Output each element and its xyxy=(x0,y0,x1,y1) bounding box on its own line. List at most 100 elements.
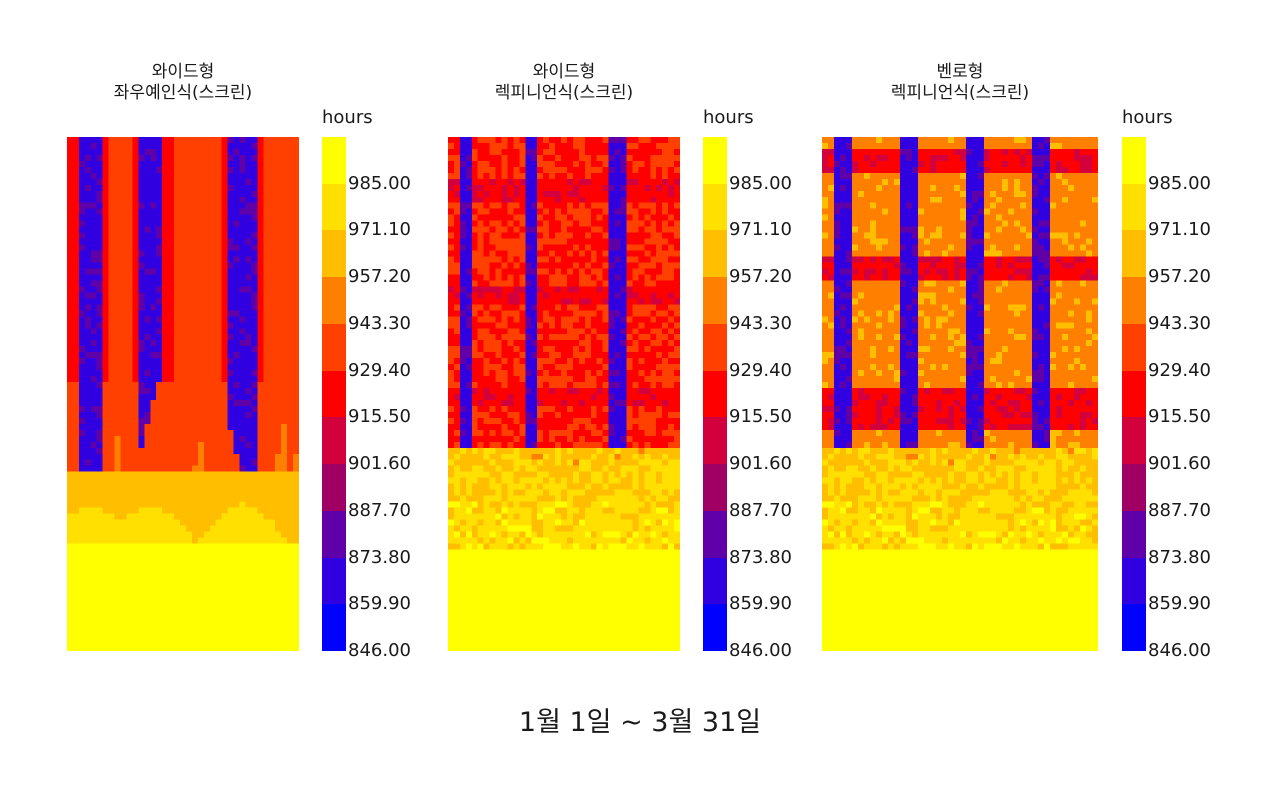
heatmap-cell xyxy=(513,304,520,311)
heatmap-cell xyxy=(203,549,211,556)
heatmap-cell xyxy=(191,537,199,545)
heatmap-cell xyxy=(209,376,217,383)
heatmap-cell xyxy=(78,340,86,347)
heatmap-cell xyxy=(668,376,675,383)
heatmap-cell xyxy=(245,184,253,192)
heatmap-cell xyxy=(233,316,241,323)
heatmap-cell xyxy=(668,268,675,276)
heatmap-cell xyxy=(114,555,122,562)
heatmap-cell xyxy=(120,519,128,527)
heatmap-cell xyxy=(566,214,574,222)
heatmap-cell xyxy=(168,280,175,288)
heatmap-cell xyxy=(144,429,151,437)
heatmap-cell xyxy=(614,310,622,317)
heatmap-cell xyxy=(251,298,258,305)
heatmap-cell xyxy=(549,370,556,377)
heatmap-cell xyxy=(471,286,479,293)
heatmap-cell xyxy=(662,148,669,156)
heatmap-cell xyxy=(233,579,241,586)
heatmap-cell xyxy=(114,334,122,341)
heatmap-cell xyxy=(448,137,455,144)
heatmap-cell xyxy=(156,214,163,222)
heatmap-cell xyxy=(168,346,175,353)
heatmap-cell xyxy=(126,627,134,634)
heatmap-cell xyxy=(120,352,128,359)
heatmap-cell xyxy=(566,220,574,228)
heatmap-cell xyxy=(477,352,485,359)
heatmap-cell xyxy=(185,579,193,586)
heatmap-cell xyxy=(96,226,104,234)
heatmap-cell xyxy=(209,609,217,616)
heatmap-cell xyxy=(96,447,104,455)
heatmap-cell xyxy=(221,322,229,329)
heatmap-cell xyxy=(209,429,217,437)
colorbar-tick-label: 873.80 xyxy=(348,546,411,568)
heatmap-cell xyxy=(477,364,485,371)
heatmap-cell xyxy=(132,417,139,425)
heatmap-cell xyxy=(453,178,461,186)
heatmap-cell xyxy=(281,346,288,353)
heatmap-cell xyxy=(239,262,247,270)
heatmap-cell xyxy=(162,441,169,449)
heatmap-cell xyxy=(162,202,169,210)
heatmap-cell xyxy=(477,148,485,156)
heatmap-cell xyxy=(120,627,128,634)
heatmap-cell xyxy=(448,328,455,335)
heatmap-cell xyxy=(549,137,556,144)
heatmap-cell xyxy=(245,567,253,574)
heatmap-cell xyxy=(78,178,86,186)
heatmap-cell xyxy=(114,364,122,371)
heatmap-cell xyxy=(67,316,74,323)
heatmap-cell xyxy=(477,184,485,192)
heatmap-cell xyxy=(620,280,628,288)
heatmap-cell xyxy=(233,376,241,383)
heatmap-cell xyxy=(471,178,479,186)
heatmap-cell xyxy=(555,232,562,240)
heatmap-cell xyxy=(197,567,205,574)
heatmap-cell xyxy=(132,292,139,299)
heatmap-cell xyxy=(566,340,574,347)
heatmap-cell xyxy=(263,591,270,598)
heatmap-cell xyxy=(120,250,128,258)
heatmap-cell xyxy=(108,382,116,389)
heatmap-cell xyxy=(650,370,657,377)
heatmap-cell xyxy=(465,244,473,252)
heatmap-cell xyxy=(108,137,116,144)
heatmap-cell xyxy=(287,555,294,562)
heatmap-cell xyxy=(263,483,270,491)
heatmap-cell xyxy=(215,226,223,234)
heatmap-cell xyxy=(227,280,235,288)
heatmap-cell xyxy=(662,244,669,252)
heatmap-cell xyxy=(453,364,461,371)
heatmap-cell xyxy=(180,471,187,479)
heatmap-cell xyxy=(96,298,104,305)
heatmap-cell xyxy=(156,172,163,180)
heatmap-cell xyxy=(72,423,80,431)
heatmap-cell xyxy=(257,364,264,371)
heatmap-cell xyxy=(114,370,122,377)
heatmap-cell xyxy=(465,304,473,311)
heatmap-cell xyxy=(102,489,110,497)
heatmap-cell xyxy=(90,382,98,389)
heatmap-cell xyxy=(614,232,622,240)
heatmap-cell xyxy=(138,591,145,598)
heatmap-cell xyxy=(251,304,258,311)
heatmap-cell xyxy=(668,370,675,377)
heatmap-cell xyxy=(561,196,568,204)
heatmap-cell xyxy=(620,352,628,359)
heatmap-cell xyxy=(531,172,538,180)
heatmap-cell xyxy=(67,238,74,246)
heatmap-cell xyxy=(281,388,288,395)
heatmap-cell xyxy=(632,292,639,299)
heatmap-cell xyxy=(507,346,515,353)
heatmap-cell xyxy=(269,316,276,323)
heatmap-cell xyxy=(227,274,235,282)
heatmap-cell xyxy=(227,567,235,574)
heatmap-cell xyxy=(251,322,258,329)
heatmap-cell xyxy=(233,196,241,204)
heatmap-cell xyxy=(275,399,282,407)
heatmap-cell xyxy=(120,388,128,395)
heatmap-cell xyxy=(662,310,669,317)
heatmap-cell xyxy=(174,423,181,431)
heatmap-cell xyxy=(180,148,187,156)
